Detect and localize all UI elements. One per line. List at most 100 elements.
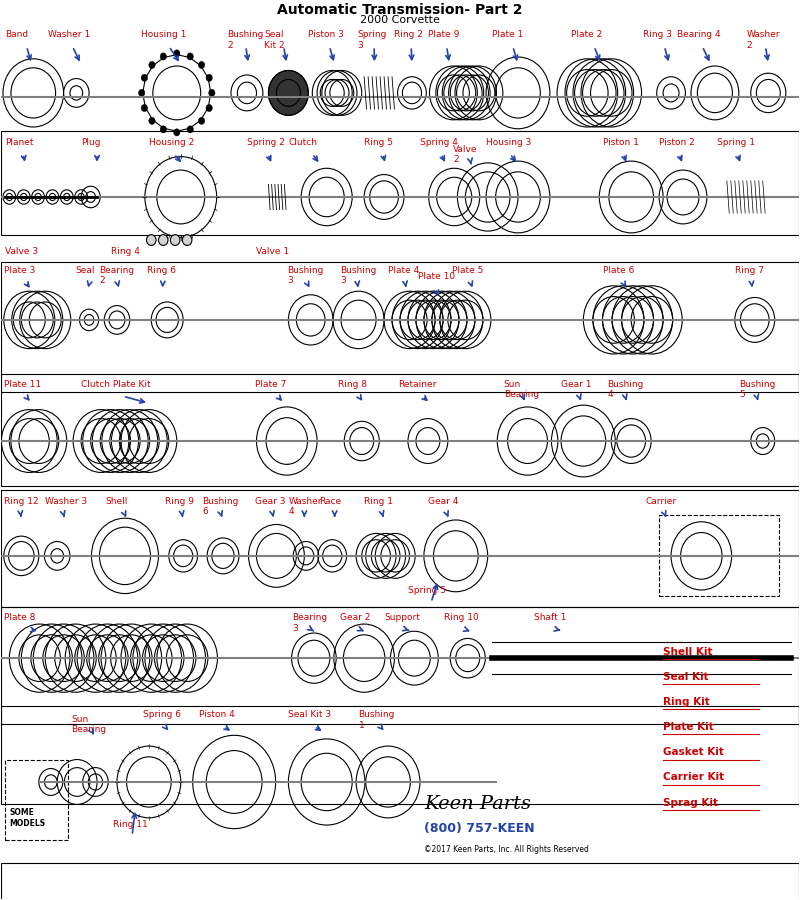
Text: Sun
Bearing: Sun Bearing (71, 715, 106, 734)
Bar (2, 374, 798, 486)
Text: Plate 6: Plate 6 (603, 266, 634, 275)
Text: Spring 1: Spring 1 (718, 138, 755, 147)
Text: Piston 4: Piston 4 (199, 710, 235, 719)
Text: ©2017 Keen Parts, Inc. All Rights Reserved: ©2017 Keen Parts, Inc. All Rights Reserv… (424, 845, 589, 854)
Bar (2, 706, 798, 805)
Text: Ring 9: Ring 9 (165, 497, 194, 506)
Bar (659, 516, 778, 596)
Text: (800) 757-KEEN: (800) 757-KEEN (424, 822, 534, 835)
Circle shape (198, 117, 205, 124)
Text: Bearing
2: Bearing 2 (99, 266, 134, 285)
Text: Ring 6: Ring 6 (147, 266, 176, 275)
Text: Spring 4: Spring 4 (420, 138, 458, 147)
Text: Seal
Kit 2: Seal Kit 2 (265, 30, 285, 50)
Text: Piston 3: Piston 3 (308, 30, 344, 39)
Text: Housing 2: Housing 2 (149, 138, 194, 147)
Text: Bushing
3: Bushing 3 (340, 266, 377, 285)
Text: Plate 1: Plate 1 (492, 30, 523, 39)
Text: Washer 3: Washer 3 (46, 497, 87, 506)
Text: Support: Support (384, 613, 420, 622)
Circle shape (158, 235, 168, 246)
Bar (2, 131, 798, 235)
Text: Washer
2: Washer 2 (746, 30, 780, 50)
Text: Planet: Planet (6, 138, 34, 147)
Text: Bearing
3: Bearing 3 (292, 613, 327, 633)
Text: Ring 7: Ring 7 (735, 266, 764, 275)
Text: Plate 8: Plate 8 (4, 613, 35, 622)
Text: Bushing
6: Bushing 6 (202, 497, 238, 516)
Text: Spring 5: Spring 5 (408, 587, 446, 596)
Text: Gasket Kit: Gasket Kit (663, 747, 724, 758)
Text: Sprag Kit: Sprag Kit (663, 797, 718, 807)
Text: SOME
MODELS: SOME MODELS (10, 808, 46, 828)
Text: Plug: Plug (81, 138, 101, 147)
Circle shape (174, 50, 180, 57)
Circle shape (146, 235, 156, 246)
Text: Piston 1: Piston 1 (603, 138, 639, 147)
Text: Plate 10: Plate 10 (418, 273, 454, 282)
Text: Spring 6: Spring 6 (143, 710, 182, 719)
Circle shape (160, 53, 166, 60)
Circle shape (174, 129, 180, 136)
Text: Spring
3: Spring 3 (358, 30, 387, 50)
Text: Bushing
3: Bushing 3 (286, 266, 323, 285)
Text: Ring 11: Ring 11 (113, 820, 148, 829)
Text: Shell: Shell (105, 497, 127, 506)
Text: Plate 9: Plate 9 (428, 30, 459, 39)
Circle shape (160, 126, 166, 133)
Text: Plate 11: Plate 11 (4, 380, 41, 389)
Circle shape (206, 74, 212, 81)
Text: Valve 1: Valve 1 (257, 248, 290, 256)
Text: Washer
4: Washer 4 (288, 497, 322, 516)
Text: Gear 4: Gear 4 (428, 497, 458, 506)
Text: Ring 8: Ring 8 (338, 380, 367, 389)
Circle shape (149, 117, 155, 124)
Text: Plate 5: Plate 5 (452, 266, 483, 275)
Text: Plate 4: Plate 4 (388, 266, 419, 275)
Text: Shell Kit: Shell Kit (663, 647, 713, 657)
Circle shape (198, 61, 205, 68)
Text: Ring Kit: Ring Kit (663, 698, 710, 707)
Text: Ring 2: Ring 2 (394, 30, 423, 39)
Text: Carrier Kit: Carrier Kit (663, 772, 724, 782)
Text: Housing 3: Housing 3 (486, 138, 531, 147)
Circle shape (206, 104, 212, 112)
Circle shape (138, 89, 145, 96)
Circle shape (182, 235, 192, 246)
Text: Bearing 4: Bearing 4 (678, 30, 721, 39)
Circle shape (187, 126, 194, 133)
Circle shape (187, 53, 194, 60)
Text: Plate 7: Plate 7 (255, 380, 286, 389)
Text: Automatic Transmission- Part 2: Automatic Transmission- Part 2 (278, 4, 522, 17)
Circle shape (269, 70, 308, 115)
Text: Housing 1: Housing 1 (141, 30, 186, 39)
Text: Clutch Plate Kit: Clutch Plate Kit (81, 380, 150, 389)
Text: Gear 2: Gear 2 (340, 613, 370, 622)
Text: 2000 Corvette: 2000 Corvette (360, 14, 440, 25)
Circle shape (170, 235, 180, 246)
Bar (2, 262, 798, 392)
Text: Bushing
4: Bushing 4 (607, 380, 644, 400)
Text: Valve
2: Valve 2 (454, 145, 478, 165)
Text: Race: Race (318, 497, 341, 506)
Bar (2, 863, 798, 900)
Text: Plate 2: Plate 2 (571, 30, 602, 39)
Text: Seal Kit 3: Seal Kit 3 (288, 710, 331, 719)
Circle shape (149, 61, 155, 68)
Bar (6, 760, 67, 841)
Bar (2, 607, 798, 724)
Text: Spring 2: Spring 2 (247, 138, 285, 147)
Text: Bushing
5: Bushing 5 (739, 380, 775, 400)
Text: Retainer: Retainer (398, 380, 437, 389)
Text: Band: Band (6, 30, 29, 39)
Text: Keen Parts: Keen Parts (424, 796, 531, 814)
Text: Bushing
2: Bushing 2 (227, 30, 263, 50)
Text: Ring 3: Ring 3 (643, 30, 672, 39)
Bar (2, 491, 798, 607)
Circle shape (209, 89, 215, 96)
Circle shape (141, 74, 147, 81)
Text: Ring 12: Ring 12 (4, 497, 38, 506)
Text: Gear 3: Gear 3 (255, 497, 286, 506)
Text: Ring 1: Ring 1 (364, 497, 393, 506)
Text: Piston 2: Piston 2 (659, 138, 695, 147)
